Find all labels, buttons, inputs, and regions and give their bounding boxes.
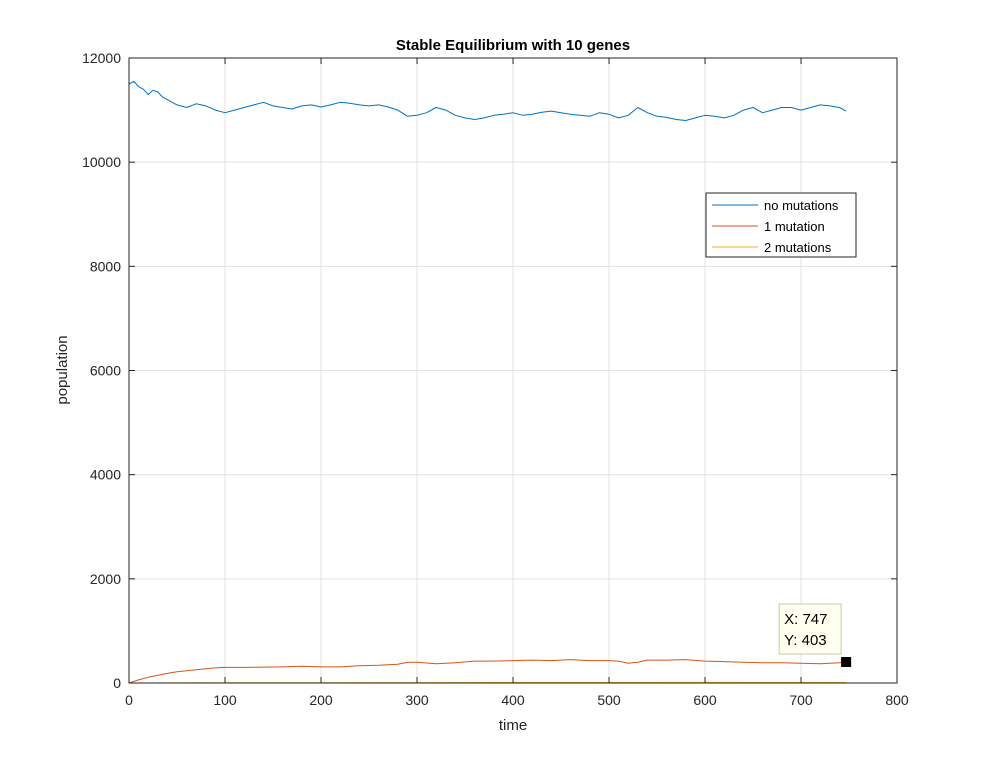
x-tick-label: 100 xyxy=(213,692,237,708)
x-tick-label: 400 xyxy=(501,692,525,708)
y-tick-label: 6000 xyxy=(90,363,121,379)
x-tick-label: 700 xyxy=(789,692,813,708)
legend-box xyxy=(705,192,857,258)
legend-label-no-mutations: no mutations xyxy=(764,198,839,213)
datatip[interactable]: X: 747 Y: 403 xyxy=(778,603,852,668)
y-tick-label: 10000 xyxy=(82,154,121,170)
chart-title: Stable Equilibrium with 10 genes xyxy=(396,37,630,54)
datatip-box xyxy=(778,603,842,655)
ticks: 0 100 200 300 400 500 600 700 800020004000600080… xyxy=(82,50,909,708)
y-axis-label: population xyxy=(54,335,71,404)
x-tick-label: 500 xyxy=(597,692,621,708)
x-tick-label: 300 xyxy=(405,692,429,708)
legend[interactable]: no mutations 1 mutation 2 mutations xyxy=(705,192,857,258)
x-tick-label: 600 xyxy=(693,692,717,708)
y-tick-label: 0 xyxy=(113,675,121,691)
series-1-mutation xyxy=(128,659,847,684)
x-tick-label: 0 xyxy=(125,692,133,708)
x-axis-label: time xyxy=(499,717,527,734)
y-tick-label: 8000 xyxy=(90,258,121,274)
datatip-x-text: X: 747 xyxy=(784,611,827,628)
datatip-y-text: Y: 403 xyxy=(784,632,827,649)
x-tick-label: 200 xyxy=(309,692,333,708)
y-tick-label: 4000 xyxy=(90,467,121,483)
y-tick-label: 2000 xyxy=(90,571,121,587)
legend-label-1-mutation: 1 mutation xyxy=(764,219,825,234)
legend-label-2-mutations: 2 mutations xyxy=(764,240,832,255)
y-tick-label: 12000 xyxy=(82,50,121,66)
datatip-marker[interactable] xyxy=(841,657,852,668)
series-no-mutations xyxy=(128,80,847,121)
x-tick-label: 800 xyxy=(885,692,909,708)
